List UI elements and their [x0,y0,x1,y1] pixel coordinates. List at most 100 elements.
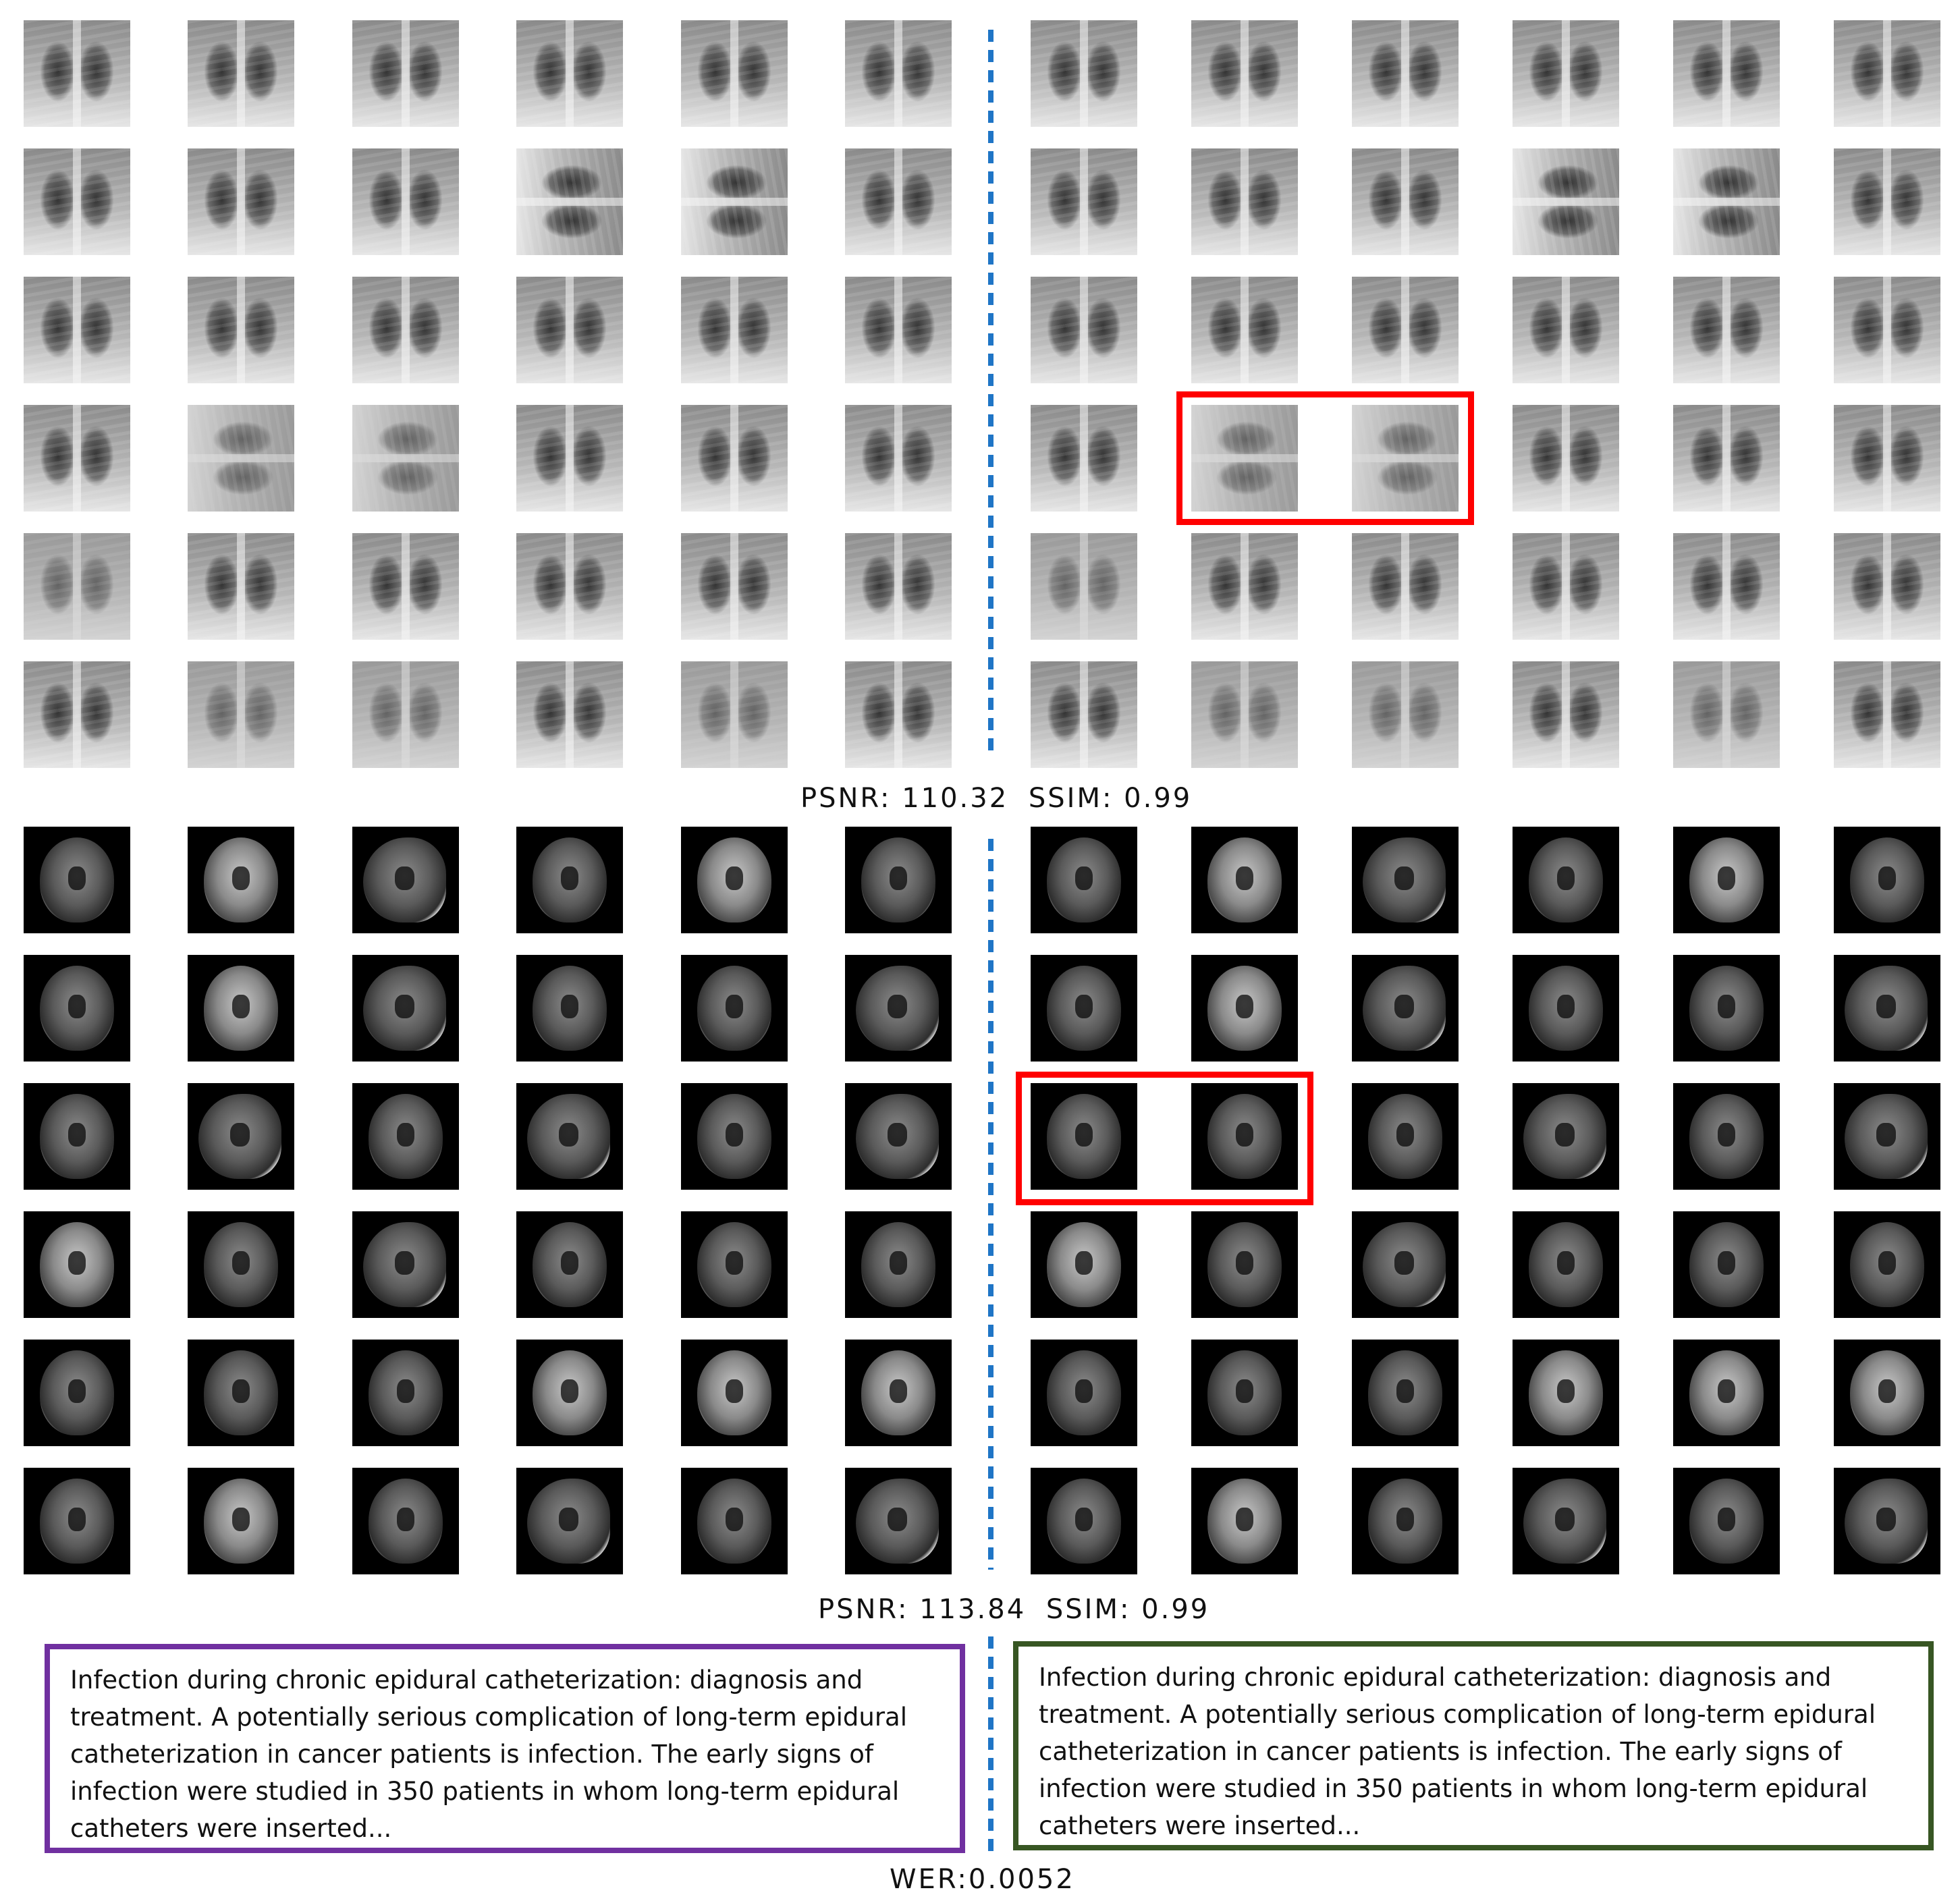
mri-metric-row: PSNR: 113.84 SSIM: 0.99 [818,1594,1209,1625]
xray-image [1834,20,1940,127]
mri-image [1513,1211,1619,1318]
mri-image [516,955,623,1062]
xray-divider-line [988,30,993,759]
xray-image [681,148,788,255]
xray-image [1191,20,1298,127]
xray-image [1191,533,1298,640]
mri-image [1673,955,1780,1062]
xray-image [1513,148,1619,255]
xray-image [1352,277,1459,383]
xray-image [1031,661,1137,768]
mri-image [188,1468,294,1574]
mri-image [1352,1340,1459,1446]
xray-image [1352,20,1459,127]
xray-image [188,148,294,255]
mri-psnr-value: PSNR: 113.84 [818,1594,1027,1625]
xray-image [1673,148,1780,255]
mri-image [681,1211,788,1318]
wer-metric: WER:0.0052 [890,1864,1075,1895]
mri-image [845,955,952,1062]
mri-image [188,827,294,933]
xray-image [24,148,130,255]
mri-image [516,1083,623,1190]
xray-image [24,277,130,383]
mri-image [1834,1083,1940,1190]
mri-image [1513,1083,1619,1190]
mri-image [24,1083,130,1190]
original-text: Infection during chronic epidural cathet… [70,1665,908,1843]
mri-image [352,955,459,1062]
xray-image [1673,20,1780,127]
xray-image [516,405,623,512]
xray-image [1673,533,1780,640]
mri-image [845,1211,952,1318]
mri-image [1352,1468,1459,1574]
mri-image [1031,955,1137,1062]
mri-image [352,1340,459,1446]
mri-image [1834,1468,1940,1574]
xray-image [681,661,788,768]
mri-image [516,1468,623,1574]
mri-image [681,1083,788,1190]
original-text-box: Infection during chronic epidural cathet… [45,1644,965,1853]
xray-image [845,405,952,512]
mri-image [188,1083,294,1190]
mri-image [845,1083,952,1190]
mri-image [1191,955,1298,1062]
xray-image [1513,661,1619,768]
xray-image [681,533,788,640]
mri-image [1513,955,1619,1062]
xray-image [845,148,952,255]
xray-image [1834,148,1940,255]
xray-image [516,661,623,768]
mri-image [24,1468,130,1574]
xray-image [845,20,952,127]
mri-image [845,827,952,933]
xray-image [1352,148,1459,255]
mri-image [1191,1468,1298,1574]
mri-divider-line [988,839,993,1570]
xray-image [1513,277,1619,383]
xray-image [352,20,459,127]
mri-image [1834,1211,1940,1318]
xray-image [188,20,294,127]
mri-image [352,1083,459,1190]
xray-image [845,533,952,640]
xray-image [845,277,952,383]
xray-image [188,405,294,512]
xray-image [516,148,623,255]
mri-image [681,1340,788,1446]
mri-image [1031,1340,1137,1446]
xray-image [1031,20,1137,127]
mri-mismatch-highlight [1016,1072,1313,1205]
xray-image [188,661,294,768]
mri-image [681,955,788,1062]
mri-image [24,955,130,1062]
mri-image [1673,1340,1780,1446]
mri-image [516,1340,623,1446]
mri-image [1031,1211,1137,1318]
mri-image [24,1211,130,1318]
xray-mismatch-highlight [1176,391,1474,525]
text-divider-line [988,1636,993,1854]
mri-image [1513,1340,1619,1446]
xray-image [352,661,459,768]
xray-image [516,277,623,383]
mri-image [1352,827,1459,933]
xray-image [1673,405,1780,512]
mri-image [1031,1083,1137,1190]
xray-image [1834,405,1940,512]
mri-image [845,1468,952,1574]
mri-ssim-value: SSIM: 0.99 [1045,1594,1210,1625]
xray-image [24,405,130,512]
mri-image [1673,1211,1780,1318]
xray-image [1673,277,1780,383]
xray-image [188,533,294,640]
xray-image [1031,533,1137,640]
mri-image [188,1211,294,1318]
mri-image [1834,1340,1940,1446]
mri-image [1352,1211,1459,1318]
mri-image [1834,955,1940,1062]
mri-image [188,1340,294,1446]
mri-image [1673,827,1780,933]
